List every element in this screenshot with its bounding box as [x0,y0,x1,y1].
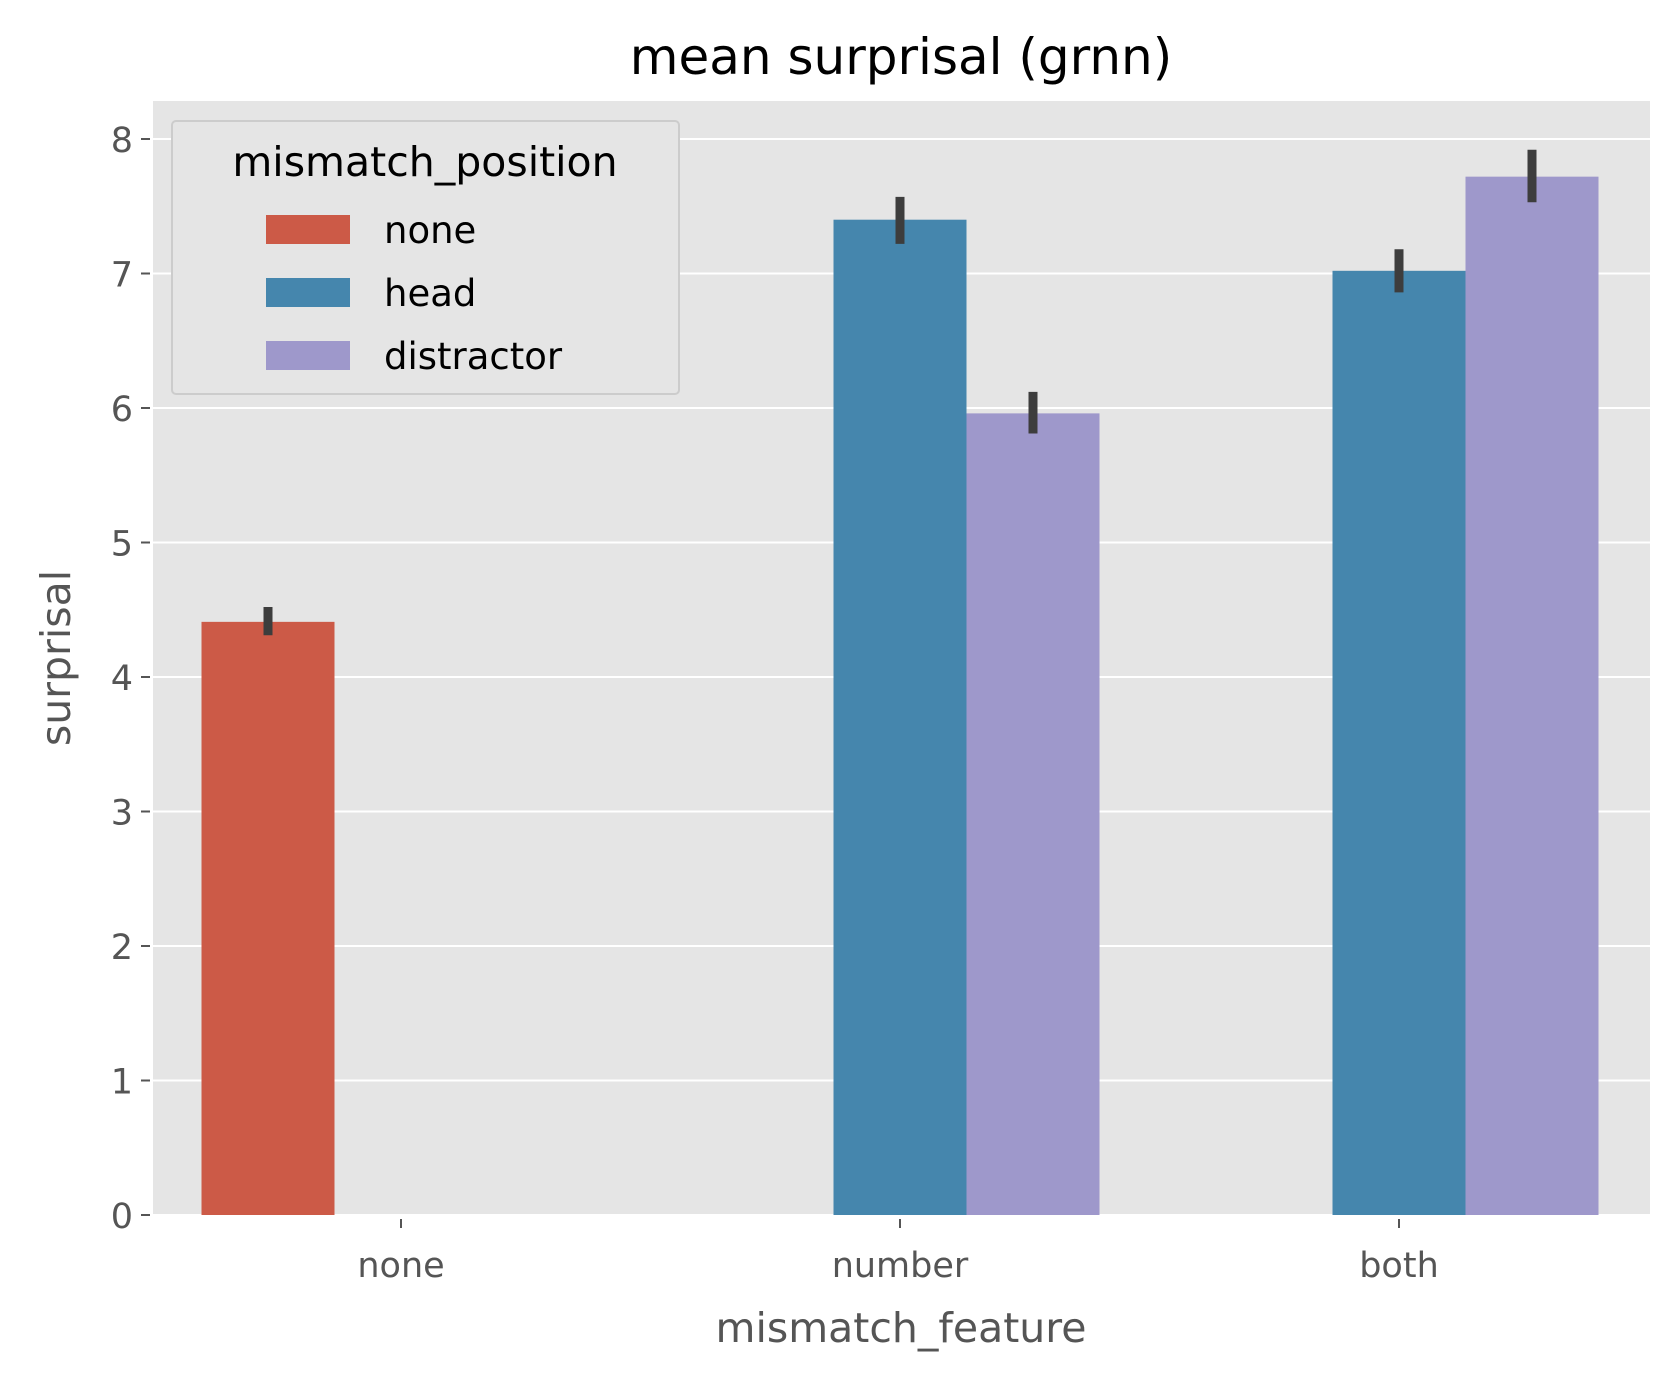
bar-head-number [833,219,967,1215]
x-axis: none number both [357,1219,1439,1286]
legend: mismatch_position none head distractor [171,120,680,395]
y-axis: 0 1 2 3 4 5 6 7 8 [111,121,150,1237]
y-axis-label: surprisal [32,570,80,746]
bar-distractor-both [1465,176,1599,1215]
legend-label-distractor: distractor [384,335,563,378]
x-tick-label: number [832,1246,969,1286]
legend-swatch-head [266,278,350,307]
y-tick-label: 8 [111,121,133,161]
x-tick-label: none [357,1246,444,1286]
legend-label-none: none [384,209,476,252]
bar-none-none [201,621,335,1215]
legend-items: none head distractor [266,209,563,378]
bar-distractor-number [966,413,1100,1215]
legend-box [171,120,680,395]
legend-label-head: head [384,272,476,315]
chart-title: mean surprisal (grnn) [630,28,1172,86]
x-tick-label: both [1359,1246,1439,1286]
y-tick-label: 6 [111,390,133,430]
y-tick-label: 7 [111,256,133,296]
bars [201,176,1599,1215]
y-tick-label: 3 [111,794,133,834]
legend-swatch-distractor [266,341,350,370]
y-tick-label: 1 [111,1063,133,1103]
bar-head-both [1332,270,1466,1215]
y-tick-label: 4 [111,659,133,699]
y-tick-label: 5 [111,525,133,565]
x-axis-label: mismatch_feature [716,1304,1087,1352]
legend-title: mismatch_position [232,138,617,186]
y-tick-label: 0 [111,1197,133,1237]
y-tick-label: 2 [111,928,133,968]
error-bars [263,149,1537,636]
legend-swatch-none [266,215,350,244]
